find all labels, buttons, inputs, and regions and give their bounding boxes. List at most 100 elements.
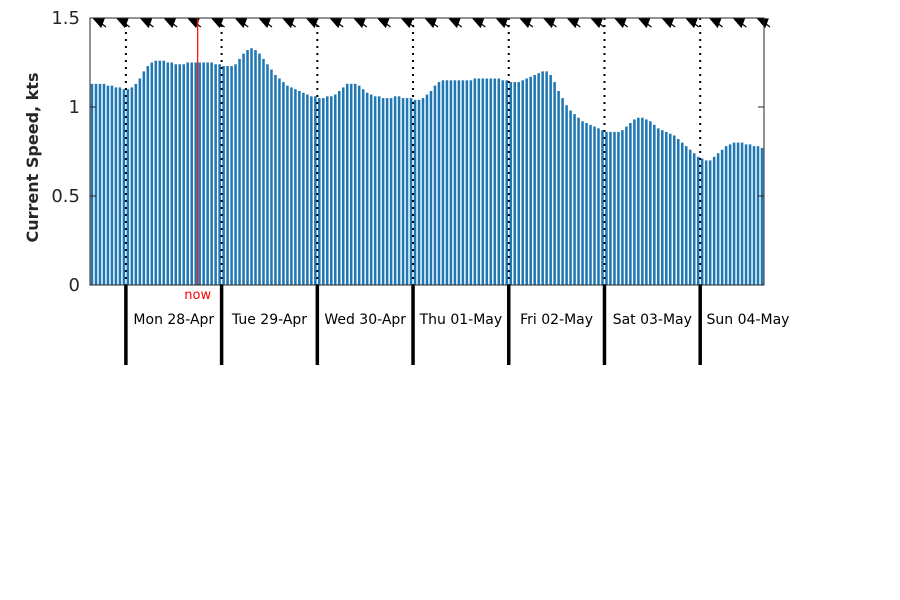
- speed-bar: [736, 142, 740, 285]
- direction-arrow-icon: [92, 18, 107, 29]
- speed-bar: [162, 60, 166, 285]
- speed-bar: [505, 80, 509, 285]
- direction-arrow-icon: [306, 18, 320, 29]
- speed-bar: [485, 78, 489, 286]
- speed-bar: [752, 146, 756, 285]
- y-tick-label: 0.5: [51, 186, 80, 207]
- speed-bar: [609, 131, 612, 285]
- now-label: now: [184, 288, 211, 303]
- speed-bar: [337, 90, 341, 285]
- speed-bar: [469, 80, 473, 285]
- speed-bar: [401, 98, 405, 285]
- day-label: Sun 04-May: [707, 312, 790, 328]
- speed-bar: [465, 80, 469, 285]
- speed-bar: [704, 160, 708, 285]
- speed-bar: [198, 62, 201, 285]
- speed-bar: [724, 146, 728, 285]
- speed-bar: [218, 64, 221, 285]
- speed-bar: [114, 87, 118, 285]
- speed-bar: [210, 62, 213, 285]
- speed-bar: [122, 89, 126, 285]
- speed-bar: [501, 80, 505, 285]
- speed-bar: [298, 90, 301, 285]
- direction-arrow-icon: [424, 18, 439, 29]
- speed-bar: [525, 78, 528, 286]
- speed-bar: [732, 142, 736, 285]
- speed-bar: [561, 98, 564, 285]
- speed-bar: [429, 90, 433, 285]
- speed-bar: [330, 96, 333, 285]
- speed-bar: [665, 131, 668, 285]
- speed-bar: [226, 66, 229, 285]
- speed-bar: [389, 98, 393, 285]
- speed-bar: [692, 153, 696, 285]
- speed-bar: [150, 62, 154, 285]
- speed-bar: [625, 126, 628, 285]
- speed-bar: [142, 71, 146, 286]
- day-labels: Mon 28-Apr Tue 29-Apr Wed 30-Apr Thu 01-May…: [133, 312, 789, 328]
- speed-bar: [373, 96, 377, 285]
- speed-bar: [118, 87, 122, 285]
- speed-bar: [94, 83, 98, 285]
- speed-bar: [246, 50, 249, 285]
- speed-bar: [282, 82, 285, 285]
- speed-bar: [90, 83, 94, 285]
- speed-bar: [537, 73, 540, 286]
- speed-bar: [453, 80, 457, 285]
- speed-bar: [322, 98, 325, 285]
- direction-arrow-icon: [163, 18, 178, 29]
- speed-bar: [318, 98, 321, 285]
- speed-bar: [266, 64, 269, 285]
- speed-bar: [166, 62, 170, 285]
- speed-bar: [708, 160, 712, 285]
- speed-bar: [250, 48, 253, 286]
- speed-bar: [760, 147, 764, 285]
- speed-bar: [744, 144, 748, 285]
- direction-arrow-icon: [614, 18, 629, 29]
- speed-bar: [449, 80, 453, 285]
- speed-bar: [441, 80, 445, 285]
- speed-bar: [202, 62, 205, 285]
- speed-bar: [98, 83, 102, 285]
- speed-bar: [238, 58, 241, 285]
- speed-bar: [493, 78, 497, 286]
- speed-bar: [565, 105, 568, 285]
- speed-bar: [421, 98, 425, 285]
- speed-bar: [106, 85, 110, 285]
- speed-bar: [633, 119, 636, 286]
- day-label: Mon 28-Apr: [133, 312, 214, 328]
- direction-arrow-icon: [448, 18, 463, 29]
- speed-bar: [517, 82, 520, 285]
- day-label: Fri 02-May: [520, 312, 593, 328]
- speed-bar: [230, 66, 233, 285]
- speed-bar: [605, 131, 608, 285]
- speed-bar: [262, 58, 265, 285]
- speed-bar: [509, 82, 513, 285]
- direction-arrow-icon: [495, 18, 510, 29]
- speed-bar: [385, 98, 389, 285]
- speed-bar: [254, 50, 257, 285]
- speed-bar: [700, 158, 704, 285]
- speed-bar: [286, 85, 289, 285]
- speed-bar: [740, 142, 744, 285]
- speed-bar: [489, 78, 493, 286]
- speed-bar: [597, 128, 600, 285]
- speed-bar: [589, 124, 592, 285]
- speed-bar: [601, 130, 604, 285]
- speed-bar: [712, 156, 716, 285]
- direction-arrow-icon: [140, 18, 154, 29]
- speed-bar: [669, 133, 672, 285]
- speed-bar: [242, 53, 245, 285]
- speed-bar: [134, 83, 138, 285]
- direction-arrow-icon: [353, 18, 368, 29]
- y-axis-label: Current Speed, kts: [23, 73, 42, 243]
- speed-bar: [186, 62, 189, 285]
- speed-bar: [497, 78, 501, 286]
- direction-arrow-icon: [685, 18, 700, 29]
- direction-arrow-icon: [282, 18, 297, 29]
- direction-arrow-icon: [377, 18, 391, 29]
- direction-arrow-icon: [566, 18, 581, 29]
- direction-arrow-icon: [709, 18, 723, 29]
- speed-bar: [585, 123, 588, 286]
